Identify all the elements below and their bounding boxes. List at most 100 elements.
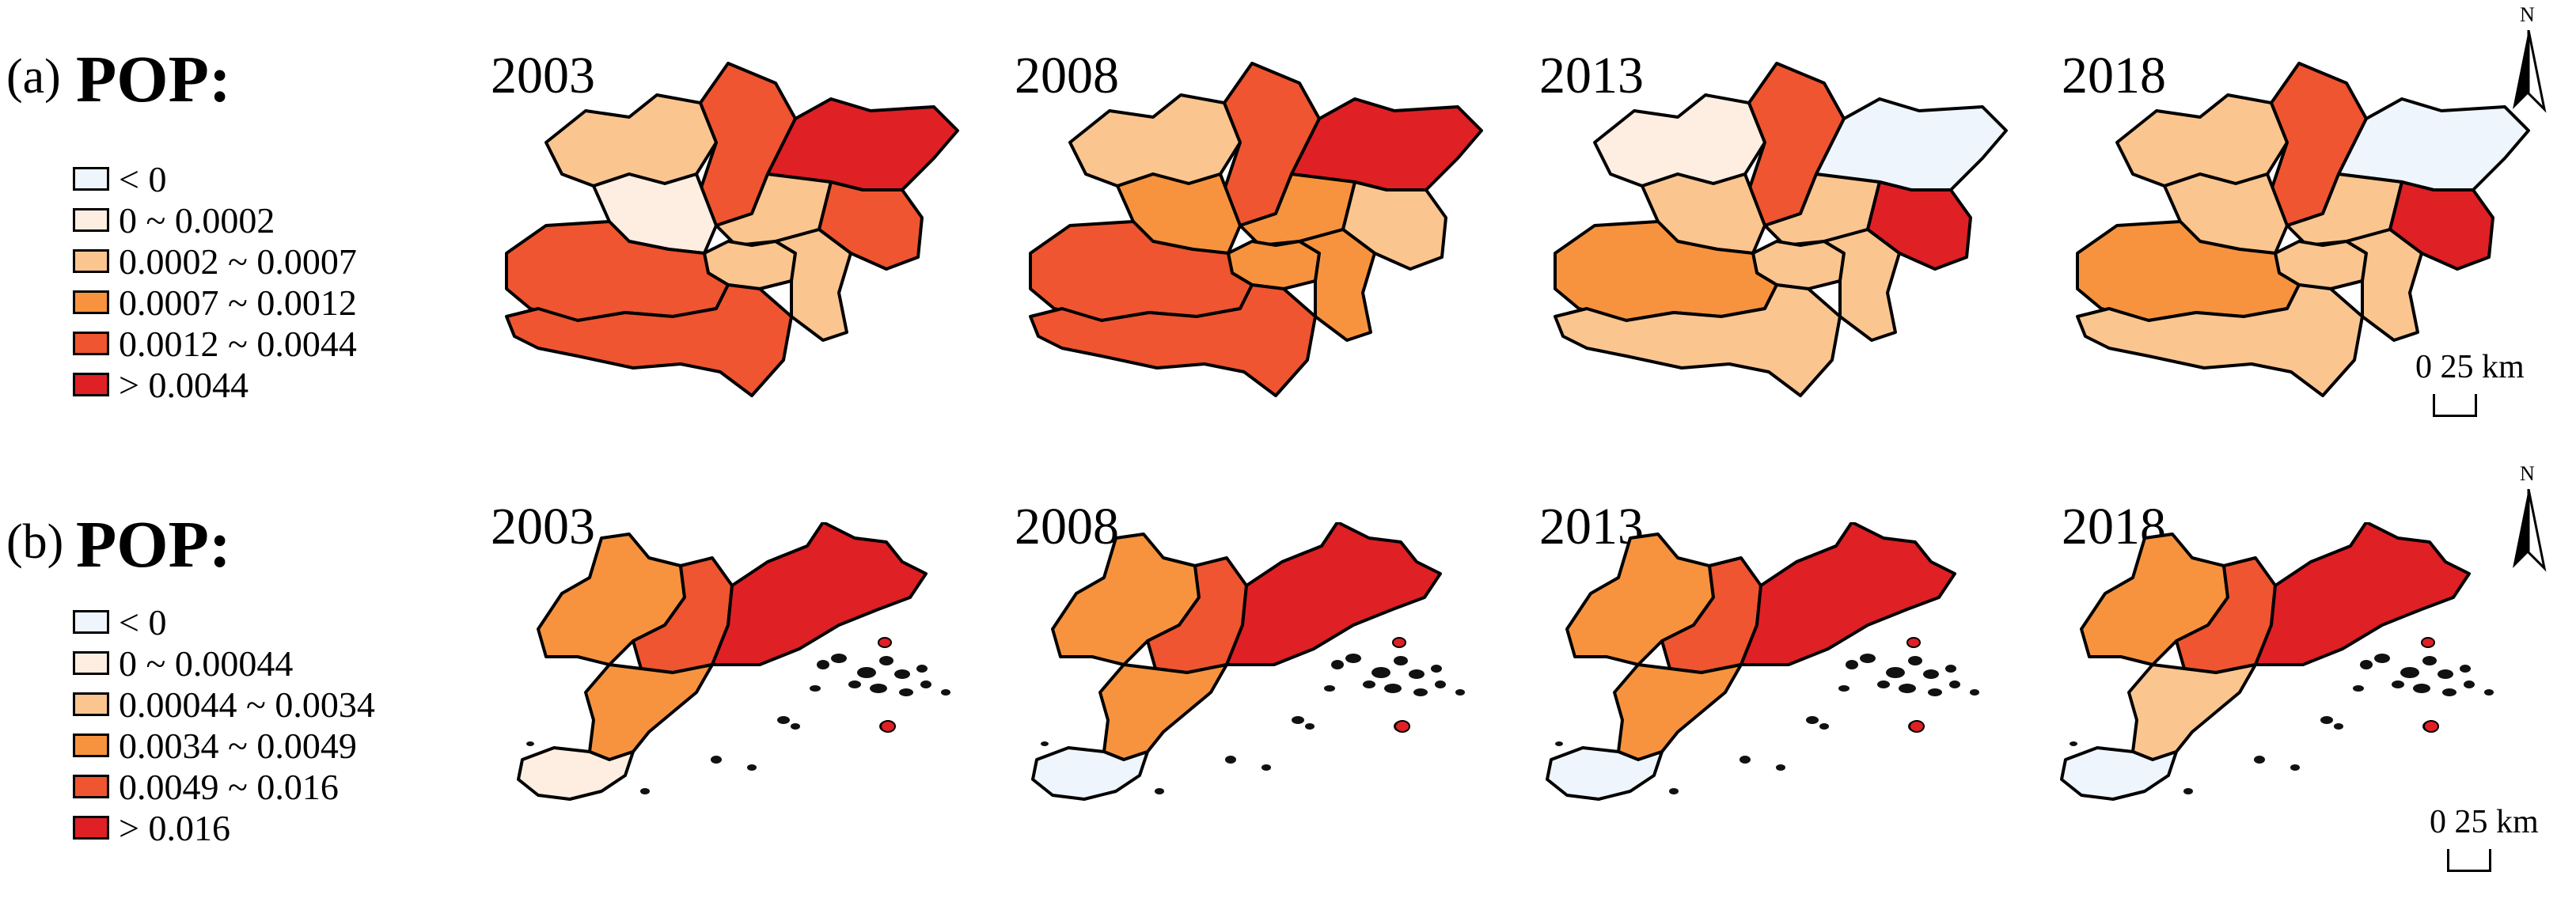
legend-label: 0.0002 ~ 0.0007 (119, 241, 357, 282)
island (777, 716, 790, 724)
island (1431, 665, 1442, 673)
island (1949, 680, 1960, 688)
map-a-2008 (1029, 62, 1483, 397)
panel-tag-b: (b) (6, 515, 64, 569)
island (1345, 654, 1361, 663)
scale-label: 0 25 km (2415, 349, 2525, 385)
island (831, 654, 847, 663)
year-label: 2013 (1539, 47, 1644, 104)
island (879, 656, 893, 665)
legend-label: 0 ~ 0.0002 (119, 199, 275, 241)
island (1331, 660, 1344, 669)
island (1860, 654, 1876, 663)
island (2374, 654, 2390, 663)
island-east (1392, 637, 1406, 648)
region-se (1823, 228, 1901, 342)
legend-swatch (73, 692, 109, 716)
scale-label: 0 25 km (2430, 804, 2539, 840)
island (1384, 684, 1402, 693)
region-nw (544, 93, 718, 188)
region-south (2127, 663, 2257, 761)
region-tip (1546, 746, 1664, 801)
region-nw (1593, 93, 1766, 188)
region-south (1098, 663, 1228, 761)
island (899, 688, 913, 696)
region-south (1613, 663, 1743, 761)
island-east (2421, 637, 2435, 648)
map-a-2003 (505, 62, 959, 397)
island (1838, 685, 1849, 692)
island (1776, 764, 1785, 771)
island (1669, 788, 1679, 794)
island (1819, 723, 1829, 730)
island (1970, 689, 1979, 696)
region-se (774, 228, 852, 342)
island (1846, 660, 1858, 669)
legend-item: 0.0034 ~ 0.0049 (73, 725, 516, 766)
island (1305, 723, 1315, 730)
island (1292, 716, 1304, 724)
island (711, 756, 722, 764)
legend-swatch (73, 208, 109, 232)
region-se (2345, 228, 2423, 342)
island (791, 723, 800, 730)
island-east (1906, 637, 1921, 648)
island (1324, 685, 1335, 692)
island (920, 680, 931, 688)
legend-swatch (73, 610, 109, 634)
island (2413, 684, 2430, 693)
region-tip (517, 746, 635, 801)
island (1923, 669, 1939, 679)
island (747, 764, 757, 771)
legend-item: 0.0012 ~ 0.0044 (73, 323, 516, 364)
year-label: 2003 (491, 47, 595, 104)
island (1555, 741, 1563, 746)
region-nw (2115, 93, 2289, 188)
legend-label: > 0.016 (119, 807, 230, 848)
region-s (1554, 283, 1842, 397)
legend-item: < 0 (73, 158, 516, 199)
row-a: (a) POP: < 0 0 ~ 0.0002 0.0002 ~ 0.0007 … (0, 0, 2576, 443)
year-label: 2008 (1015, 498, 1119, 555)
region-east (1225, 522, 1442, 666)
island-east (880, 720, 896, 733)
island-east (878, 637, 892, 648)
region-east (1739, 522, 1956, 666)
island (1899, 684, 1916, 693)
map-b-2013 (1546, 522, 1979, 801)
island (870, 684, 887, 693)
island (810, 685, 821, 692)
legend-label: 0.0007 ~ 0.0012 (119, 282, 357, 323)
legend-item: 0.0007 ~ 0.0012 (73, 282, 516, 323)
island (848, 680, 861, 688)
island (1413, 688, 1428, 696)
island (2353, 685, 2364, 692)
island (2464, 680, 2475, 688)
legend-label: 0.0012 ~ 0.0044 (119, 323, 357, 364)
region-s (505, 283, 793, 397)
island (1886, 667, 1905, 678)
map-b-2008 (1031, 522, 1465, 801)
island (1455, 689, 1465, 696)
scale-bar-line (2433, 394, 2477, 417)
island (1806, 716, 1819, 724)
scale-bar-line (2447, 849, 2491, 872)
legend-b: < 0 0 ~ 0.00044 0.00044 ~ 0.0034 0.0034 … (73, 601, 516, 848)
legend-label: < 0 (119, 601, 167, 643)
island (2484, 689, 2494, 696)
legend-item: 0.0049 ~ 0.016 (73, 766, 516, 807)
legend-item: 0 ~ 0.00044 (73, 643, 516, 684)
island (640, 788, 650, 794)
island (2183, 788, 2193, 794)
island (1155, 788, 1164, 794)
island (2422, 656, 2437, 665)
legend-swatch (73, 651, 109, 675)
legend-swatch (73, 332, 109, 355)
row-b: (b) POP: < 0 0 ~ 0.00044 0.00044 ~ 0.003… (0, 451, 2576, 894)
island (1261, 764, 1271, 771)
region-east (711, 522, 928, 666)
region-nw (1068, 93, 1242, 188)
legend-item: < 0 (73, 601, 516, 643)
island (2442, 688, 2456, 696)
